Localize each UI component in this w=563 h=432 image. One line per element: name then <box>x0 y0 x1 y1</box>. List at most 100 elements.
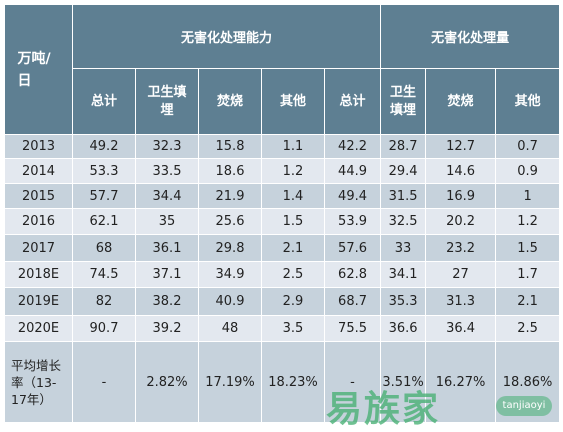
growth-row-label: 平均增长率（13-17年） <box>4 341 73 423</box>
table-cell: 49.4 <box>323 183 382 209</box>
table-cell: 2.9 <box>261 287 325 316</box>
row-year: 2020E <box>4 315 73 342</box>
table-cell: 29.8 <box>198 234 262 262</box>
table-cell: 44.9 <box>323 158 382 184</box>
col-header-volume-landfill: 卫生填埋 <box>380 68 427 135</box>
table-row: 2019E 82 38.2 40.9 2.9 68.7 35.3 31.3 2.… <box>4 287 561 316</box>
table-cell: 2.5 <box>261 261 325 288</box>
row-year: 2016 <box>4 208 73 235</box>
table-cell: 14.6 <box>425 158 497 184</box>
table-row: 2013 49.2 32.3 15.8 1.1 42.2 28.7 12.7 0… <box>4 134 561 159</box>
table-row: 2017 68 36.1 29.8 2.1 57.6 33 23.2 1.5 <box>4 234 561 262</box>
table-cell: 1.7 <box>495 261 561 288</box>
table-cell: 1.5 <box>495 234 561 262</box>
table-cell: 35.3 <box>380 287 427 316</box>
table-row: 2018E 74.5 37.1 34.9 2.5 62.8 34.1 27 1.… <box>4 261 561 288</box>
table-row: 2016 62.1 35 25.6 1.5 53.9 32.5 20.2 1.2 <box>4 208 561 235</box>
table-cell: 90.7 <box>72 315 136 342</box>
table-body: 2013 49.2 32.3 15.8 1.1 42.2 28.7 12.7 0… <box>4 134 561 423</box>
table-cell: 33 <box>380 234 427 262</box>
col-header-capacity-incineration: 焚烧 <box>198 68 262 135</box>
table-cell: - <box>72 341 136 423</box>
table-cell: 34.4 <box>135 183 199 209</box>
table-cell: 1.5 <box>261 208 325 235</box>
unit-header-label: 万吨/日 <box>17 50 51 89</box>
row-year: 2017 <box>4 234 73 262</box>
col-header-capacity-total-2: 总计 <box>323 68 382 135</box>
capacity-table: 万吨/日 无害化处理能力 无害化处理量 总计 卫生填埋 焚烧 其他 总计 卫生填… <box>4 4 561 423</box>
table-cell: 31.5 <box>380 183 427 209</box>
table-cell: 33.5 <box>135 158 199 184</box>
table-cell: 68 <box>72 234 136 262</box>
row-year: 2015 <box>4 183 73 209</box>
col-header-capacity-other: 其他 <box>261 68 325 135</box>
table-cell: 62.1 <box>72 208 136 235</box>
table-cell: 1.1 <box>261 134 325 159</box>
row-year: 2013 <box>4 134 73 159</box>
table-cell: 12.7 <box>425 134 497 159</box>
table-cell: 32.5 <box>380 208 427 235</box>
col-header-capacity-landfill-label: 卫生填埋 <box>147 84 187 118</box>
table-cell: 18.86% <box>495 341 561 423</box>
table-cell: 48 <box>198 315 262 342</box>
table-cell: 0.9 <box>495 158 561 184</box>
table-cell: 34.1 <box>380 261 427 288</box>
table-cell: 31.3 <box>425 287 497 316</box>
table-cell: 29.4 <box>380 158 427 184</box>
table-cell: 37.1 <box>135 261 199 288</box>
table-cell: 40.9 <box>198 287 262 316</box>
table-cell: 16.9 <box>425 183 497 209</box>
table-cell: 32.3 <box>135 134 199 159</box>
growth-row: 平均增长率（13-17年） - 2.82% 17.19% 18.23% - 3.… <box>4 341 561 423</box>
row-year: 2014 <box>4 158 73 184</box>
unit-header: 万吨/日 <box>4 4 73 135</box>
table-cell: 82 <box>72 287 136 316</box>
table-cell: 1.2 <box>495 208 561 235</box>
table-cell: 1.4 <box>261 183 325 209</box>
table-cell: 74.5 <box>72 261 136 288</box>
table-cell: 53.9 <box>323 208 382 235</box>
col-header-volume-incineration: 焚烧 <box>425 68 497 135</box>
row-year: 2019E <box>4 287 73 316</box>
table-cell: 34.9 <box>198 261 262 288</box>
row-year: 2018E <box>4 261 73 288</box>
col-header-capacity-landfill: 卫生填埋 <box>135 68 199 135</box>
table-row: 2014 53.3 33.5 18.6 1.2 44.9 29.4 14.6 0… <box>4 158 561 184</box>
table-cell: 62.8 <box>323 261 382 288</box>
table-cell: - <box>323 341 382 423</box>
col-header-capacity-total: 总计 <box>72 68 136 135</box>
col-header-volume-landfill-label: 卫生填埋 <box>390 84 417 118</box>
table-row: 2015 57.7 34.4 21.9 1.4 49.4 31.5 16.9 1 <box>4 183 561 209</box>
table-cell: 2.1 <box>495 287 561 316</box>
table-cell: 36.1 <box>135 234 199 262</box>
table-cell: 2.82% <box>135 341 199 423</box>
table-cell: 0.7 <box>495 134 561 159</box>
table-cell: 75.5 <box>323 315 382 342</box>
table-cell: 53.3 <box>72 158 136 184</box>
table-cell: 57.7 <box>72 183 136 209</box>
table-cell: 25.6 <box>198 208 262 235</box>
capacity-group-header: 无害化处理能力 <box>71 4 382 69</box>
table-cell: 16.27% <box>425 341 497 423</box>
table-cell: 18.23% <box>261 341 325 423</box>
table-cell: 38.2 <box>135 287 199 316</box>
table-cell: 1 <box>495 183 561 209</box>
table-cell: 3.5 <box>261 315 325 342</box>
table-cell: 49.2 <box>72 134 136 159</box>
table-cell: 17.19% <box>198 341 262 423</box>
table-row: 2020E 90.7 39.2 48 3.5 75.5 36.6 36.4 2.… <box>4 315 561 342</box>
col-header-volume-other: 其他 <box>495 68 561 135</box>
table-cell: 39.2 <box>135 315 199 342</box>
table-cell: 2.5 <box>495 315 561 342</box>
table-cell: 57.6 <box>323 234 382 262</box>
volume-group-header: 无害化处理量 <box>380 4 561 69</box>
table-cell: 3.51% <box>380 341 427 423</box>
table-cell: 20.2 <box>425 208 497 235</box>
table-cell: 27 <box>425 261 497 288</box>
table-cell: 2.1 <box>261 234 325 262</box>
table-cell: 21.9 <box>198 183 262 209</box>
table-cell: 36.4 <box>425 315 497 342</box>
table-cell: 18.6 <box>198 158 262 184</box>
table-cell: 15.8 <box>198 134 262 159</box>
table-cell: 28.7 <box>380 134 427 159</box>
